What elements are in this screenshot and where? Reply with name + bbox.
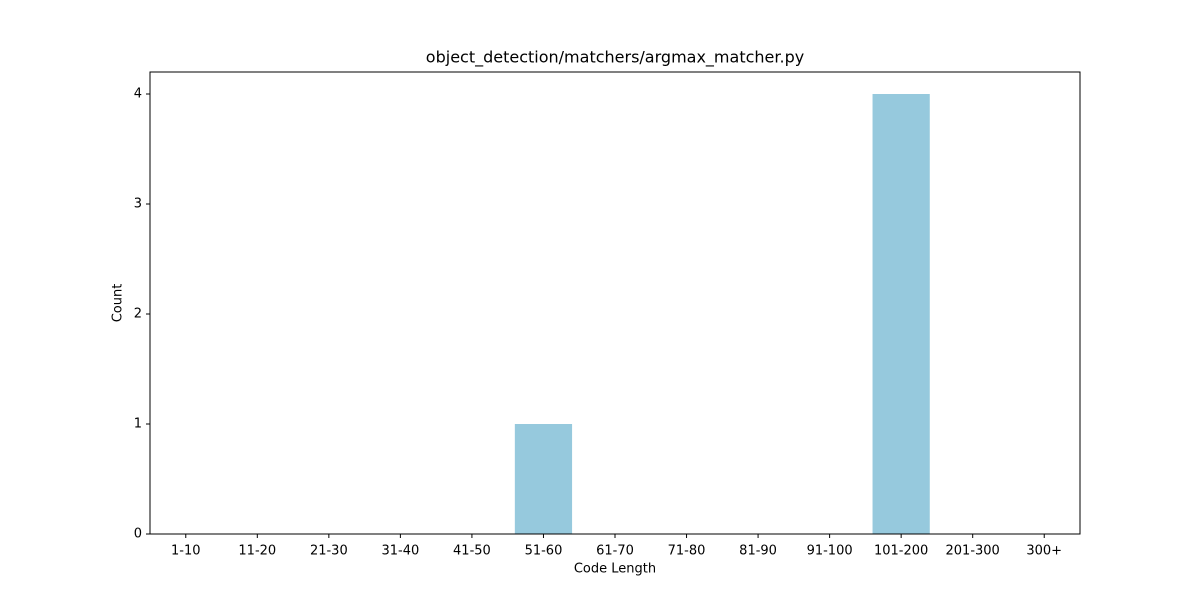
plot-frame	[149, 71, 1081, 535]
x-tick-label: 300+	[1026, 544, 1062, 559]
y-tick-label: 1	[134, 417, 142, 432]
y-tick-label: 0	[134, 527, 142, 542]
x-tick-label: 21-30	[310, 544, 348, 559]
x-tick-label: 51-60	[525, 544, 563, 559]
x-tick-label: 61-70	[596, 544, 634, 559]
y-tick-label: 4	[134, 87, 142, 102]
x-axis-label: Code Length	[574, 562, 656, 577]
x-tick-label: 11-20	[238, 544, 276, 559]
y-tick-label: 3	[134, 197, 142, 212]
y-axis-label: Count	[111, 284, 126, 323]
x-tick-label: 91-100	[807, 544, 853, 559]
x-tick-label: 81-90	[739, 544, 777, 559]
x-tick-label: 201-300	[946, 544, 1000, 559]
bar	[872, 94, 930, 534]
x-tick-label: 1-10	[171, 544, 201, 559]
chart-title: object_detection/matchers/argmax_matcher…	[426, 48, 804, 68]
x-tick-label: 31-40	[381, 544, 419, 559]
y-tick-label: 2	[134, 307, 142, 322]
x-tick-label: 71-80	[668, 544, 706, 559]
x-tick-label: 101-200	[874, 544, 928, 559]
x-tick-label: 41-50	[453, 544, 491, 559]
bar	[514, 424, 573, 534]
